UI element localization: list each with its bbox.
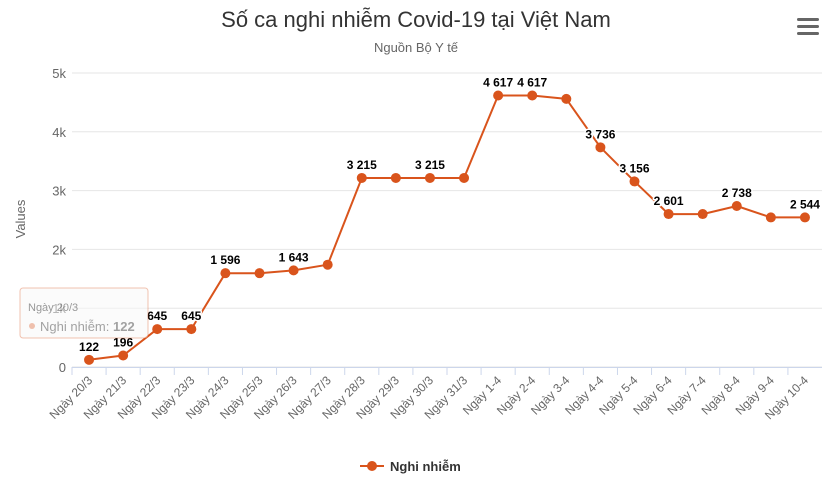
data-point[interactable] — [220, 268, 231, 279]
data-point[interactable] — [663, 209, 674, 220]
data-label: 4 617 — [483, 76, 513, 90]
tooltip: Ngày 20/3 Nghi nhiễm: 122 — [19, 287, 149, 339]
data-point[interactable] — [152, 324, 163, 335]
data-point[interactable] — [561, 93, 572, 104]
y-tick-label: 0 — [59, 360, 66, 375]
data-point[interactable] — [322, 259, 333, 270]
y-tick-label: 3k — [52, 184, 66, 199]
data-point[interactable] — [731, 201, 742, 212]
data-point[interactable] — [595, 142, 606, 153]
chart-title: Số ca nghi nhiễm Covid-19 tại Việt Nam — [221, 7, 611, 32]
series-line — [88, 94, 805, 361]
y-axis-label: Values — [13, 199, 28, 238]
data-point[interactable] — [493, 90, 504, 101]
data-label: 2 738 — [722, 186, 752, 200]
data-label: 645 — [147, 309, 167, 323]
y-tick-label: 2k — [52, 242, 66, 257]
tooltip-value: 122 — [113, 319, 135, 334]
data-point[interactable] — [118, 350, 129, 361]
data-point[interactable] — [424, 172, 435, 183]
data-label: 1 643 — [279, 250, 309, 264]
data-point[interactable] — [390, 172, 401, 183]
hamburger-icon — [797, 18, 819, 35]
data-point[interactable] — [186, 324, 197, 335]
data-point[interactable] — [527, 90, 538, 101]
svg-text:Nghi nhiễm: 122: Nghi nhiễm: 122 — [40, 319, 135, 334]
series-nghi-nhiem — [84, 90, 810, 365]
data-point[interactable] — [459, 172, 470, 183]
chart-subtitle: Nguồn Bộ Y tế — [374, 40, 459, 55]
legend-marker — [367, 461, 377, 471]
y-tick-label: 5k — [52, 66, 66, 81]
data-label: 3 215 — [347, 158, 377, 172]
y-tick-label: 4k — [52, 125, 66, 140]
data-point[interactable] — [799, 212, 810, 223]
data-point[interactable] — [629, 176, 640, 187]
data-label: 2 544 — [790, 197, 820, 211]
data-point[interactable] — [356, 172, 367, 183]
data-label: 3 215 — [415, 158, 445, 172]
data-label: 3 736 — [585, 127, 615, 141]
tooltip-series: Nghi nhiễm: — [40, 319, 113, 334]
legend-label: Nghi nhiễm — [390, 459, 461, 474]
data-label: 4 617 — [517, 76, 547, 90]
data-point[interactable] — [288, 265, 299, 276]
legend-item-nghi-nhiem[interactable]: Nghi nhiễm — [360, 459, 461, 474]
tooltip-title: Ngày 20/3 — [28, 302, 78, 314]
menu-button[interactable] — [797, 16, 819, 36]
data-point[interactable] — [765, 212, 776, 223]
data-label: 645 — [181, 309, 201, 323]
data-label: 3 156 — [619, 161, 649, 175]
tooltip-marker — [29, 323, 35, 329]
data-point[interactable] — [254, 268, 265, 279]
data-label: 2 601 — [654, 194, 684, 208]
data-point[interactable] — [697, 209, 708, 220]
data-label: 196 — [113, 335, 133, 349]
data-label: 1 596 — [210, 253, 240, 267]
data-label: 122 — [79, 340, 99, 354]
data-point[interactable] — [84, 354, 95, 365]
